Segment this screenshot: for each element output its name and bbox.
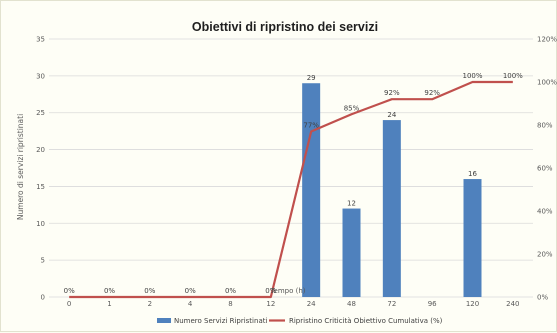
line-data-label: 92% (384, 89, 400, 97)
x-tick-label: 2 (148, 300, 152, 308)
line-data-label: 100% (462, 72, 482, 80)
y2-tick-label: 40% (537, 208, 553, 216)
x-tick-label: 4 (188, 300, 193, 308)
legend: Numero Servizi Ripristinati Ripristino Cr… (157, 317, 443, 325)
x-tick-label: 72 (387, 300, 396, 308)
line-data-label: 77% (303, 121, 319, 129)
line-data-label: 100% (503, 72, 523, 80)
y2-tick-label: 120% (537, 36, 557, 44)
bar-data-label: 12 (347, 200, 356, 208)
y-tick-label: 20 (36, 146, 45, 154)
bar-series (302, 83, 482, 297)
line-data-label: 0% (265, 287, 276, 295)
y2-tick-label: 80% (537, 122, 553, 130)
bar-data-label: 16 (468, 170, 477, 178)
x-tick-label: 240 (506, 300, 519, 308)
x-tick-label: 120 (466, 300, 479, 308)
y-tick-label: 10 (36, 220, 45, 228)
line-data-label: 92% (424, 89, 440, 97)
data-labels: 29 12 24 16 0% 0% 0% 0% 0% 0% 77% 85% 92% 92% 100% 100% (64, 72, 524, 295)
legend-bar-swatch (157, 318, 171, 323)
line-data-label: 0% (225, 287, 236, 295)
y-tick-label: 0 (41, 294, 45, 302)
y-tick-label: 35 (36, 36, 45, 44)
y-tick-label: 15 (36, 183, 45, 191)
y-axis-label: Numero di servizi ripristinati (16, 114, 25, 220)
line-data-label: 0% (144, 287, 155, 295)
x-axis-label: Tempo (h) (269, 287, 305, 295)
y2-tick-label: 20% (537, 251, 553, 259)
x-tick-label: 24 (307, 300, 316, 308)
x-tick-label: 8 (228, 300, 232, 308)
x-tick-label: 1 (107, 300, 111, 308)
chart-title: Obiettivi di ripristino dei servizi (192, 20, 378, 34)
bar (463, 179, 482, 297)
bar-data-label: 29 (307, 74, 316, 82)
y2-tick-label: 60% (537, 165, 553, 173)
y-tick-label: 30 (36, 72, 45, 80)
x-tick-label: 0 (67, 300, 71, 308)
gridlines (49, 38, 533, 298)
y2-tick-label: 100% (537, 79, 557, 87)
x-tick-label: 48 (347, 300, 356, 308)
cumulative-line (69, 80, 513, 299)
line-series (69, 80, 513, 299)
bar-data-label: 24 (387, 111, 396, 119)
line-data-label: 0% (104, 287, 115, 295)
bar (342, 208, 361, 297)
legend-bar-label: Numero Servizi Ripristinati (174, 317, 267, 325)
bar (382, 120, 401, 297)
y2-tick-label: 0% (537, 294, 548, 302)
line-data-label: 85% (344, 104, 360, 112)
legend-line-label: Ripristino Criticità Obiettivo Cumulativ… (289, 317, 443, 325)
line-data-label: 0% (185, 287, 196, 295)
bar (302, 83, 321, 297)
x-tick-label: 12 (266, 300, 275, 308)
line-data-label: 0% (64, 287, 75, 295)
y-tick-label: 25 (36, 109, 45, 117)
y-tick-label: 5 (41, 257, 45, 265)
x-tick-label: 96 (428, 300, 437, 308)
